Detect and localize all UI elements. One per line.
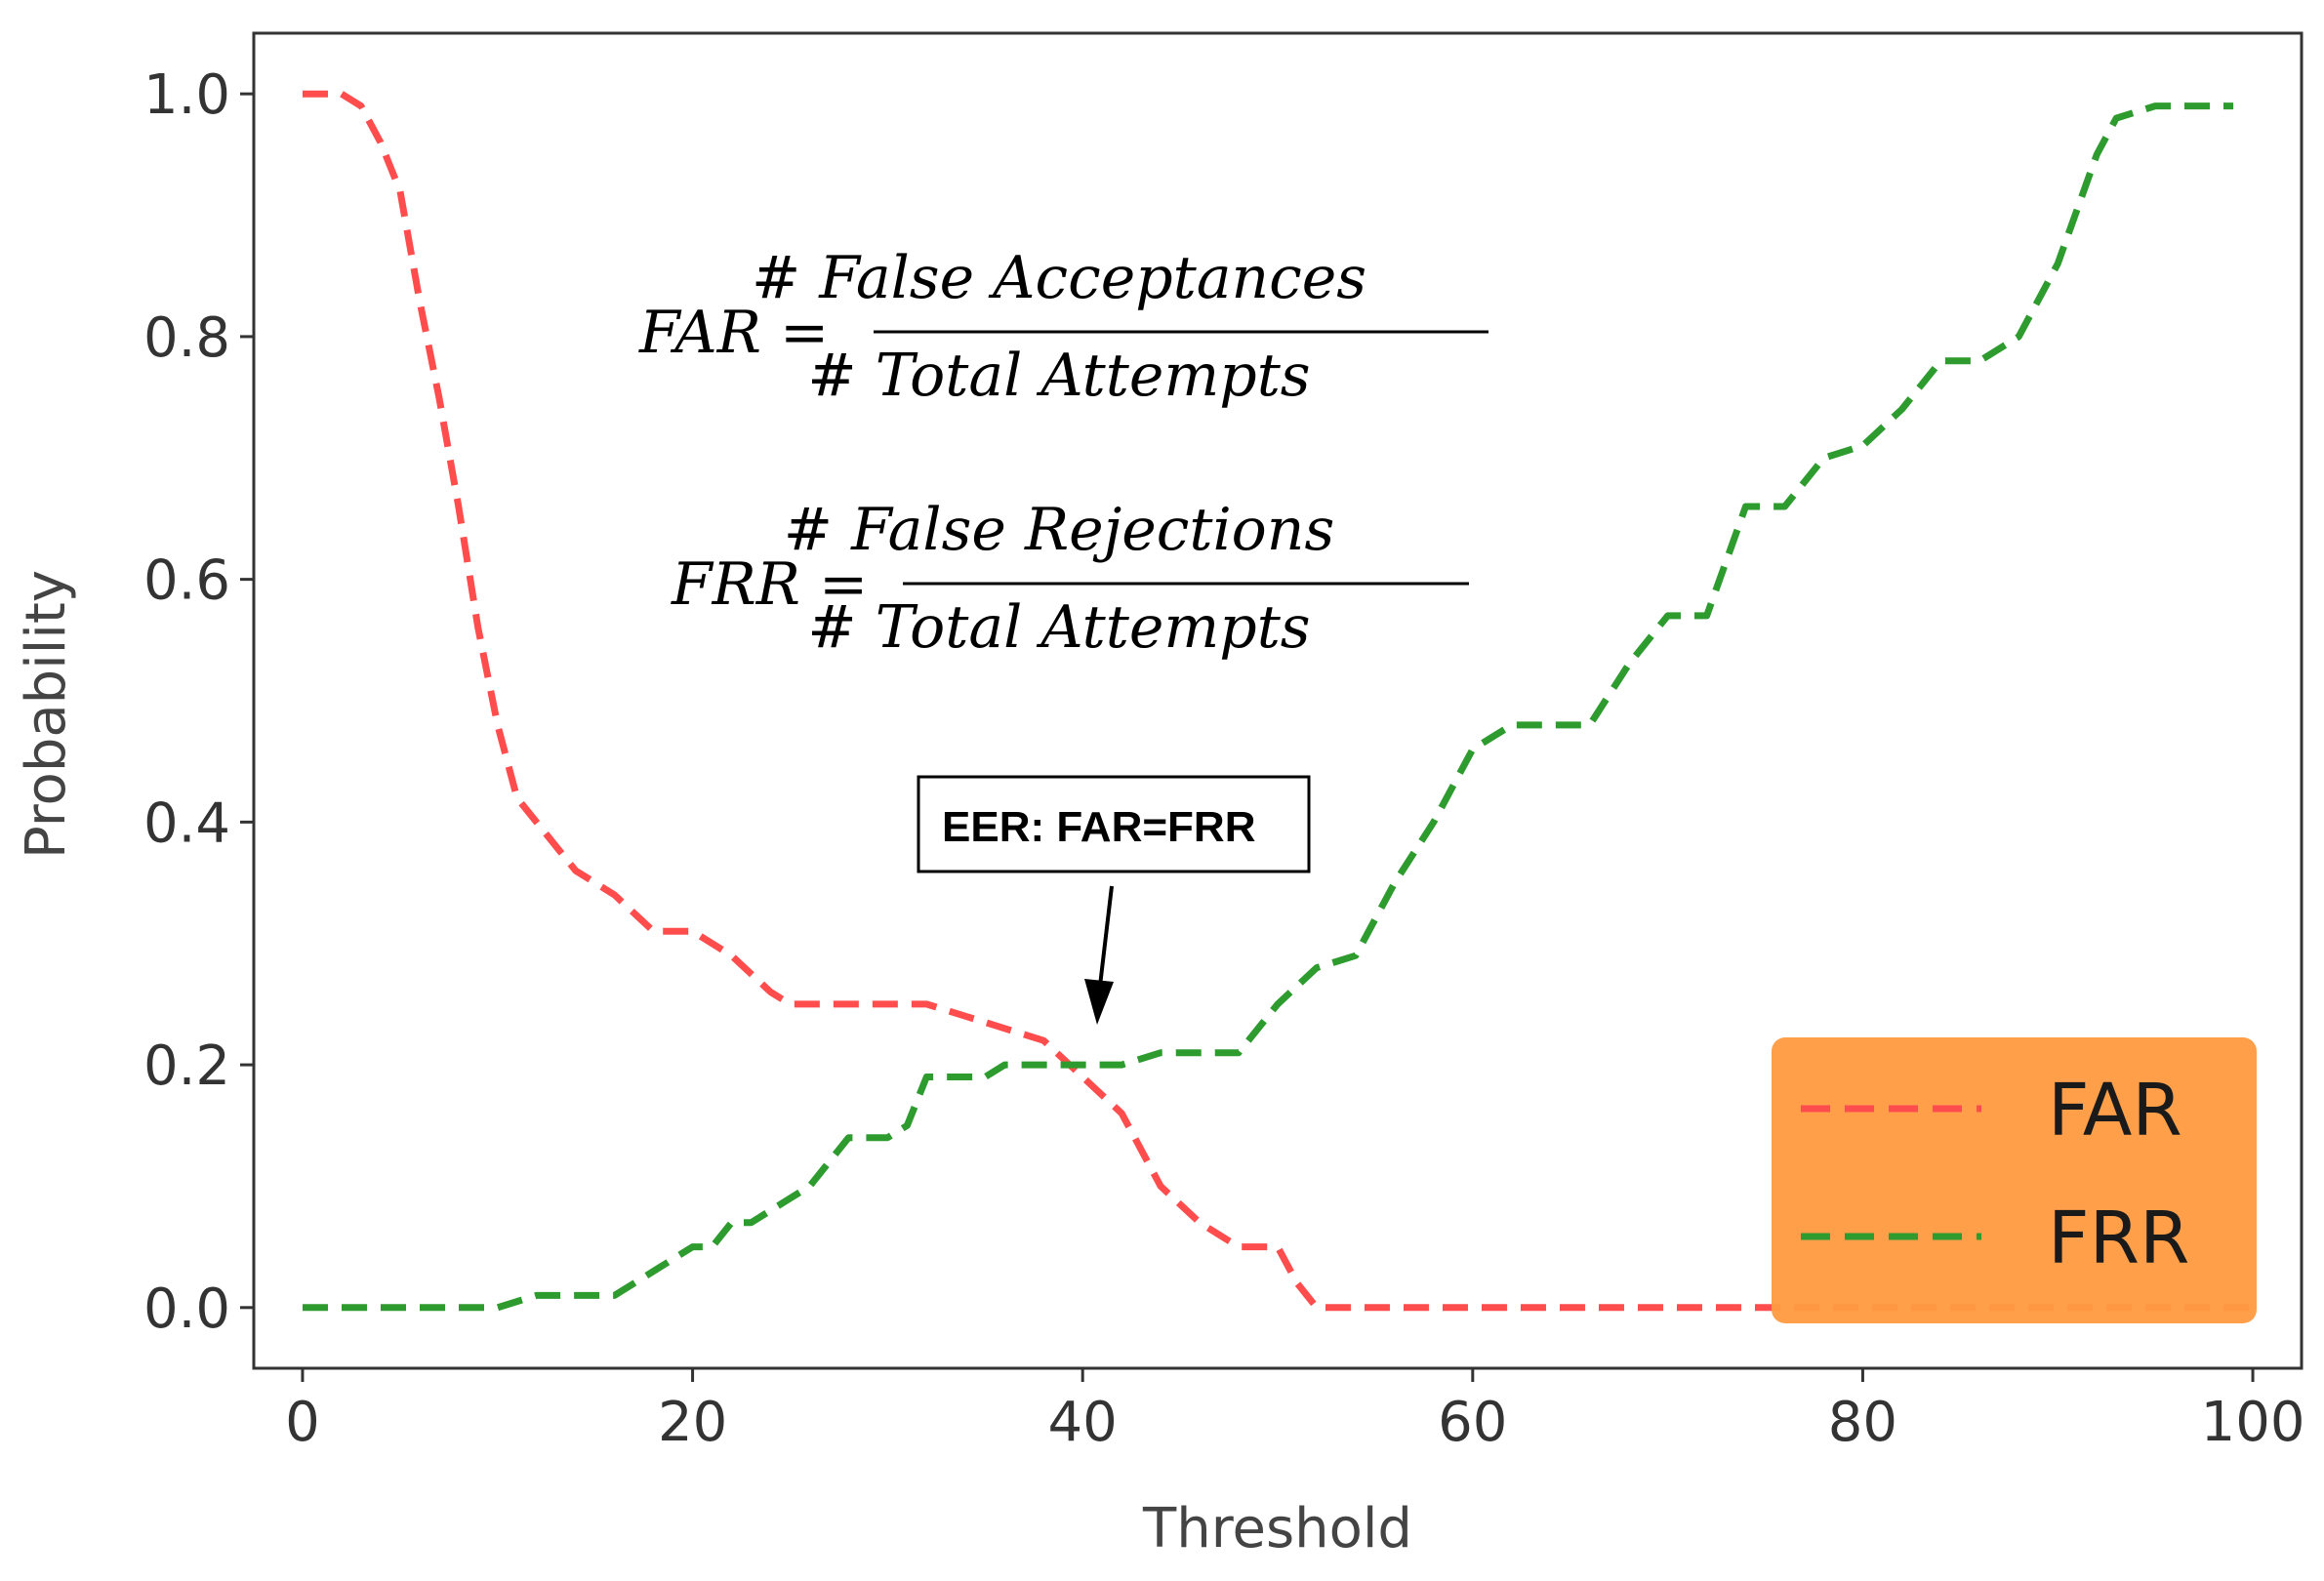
frr-formula-lhs: FRR =: [671, 550, 868, 619]
y-tick-label: 1.0: [143, 63, 230, 127]
legend-far-label: FAR: [2048, 1069, 2182, 1153]
series-layer: [303, 90, 2253, 1312]
y-axis: 0.0 0.2 0.4 0.6 0.8 1.0: [143, 63, 254, 1341]
y-tick-label: 0.6: [143, 549, 230, 613]
far-formula-lhs: FAR =: [638, 299, 829, 367]
x-tick-label: 20: [658, 1391, 727, 1454]
series-far-line: [303, 90, 2253, 1312]
y-tick-label: 0.8: [143, 306, 230, 370]
legend-box: [1772, 1037, 2257, 1323]
eer-arrow-shaft: [1098, 885, 1114, 987]
x-tick-label: 100: [2201, 1391, 2305, 1454]
x-tick-label: 40: [1048, 1391, 1118, 1454]
x-tick-label: 60: [1438, 1391, 1507, 1454]
y-tick-label: 0.4: [143, 791, 230, 855]
x-axis: 0 20 40 60 80 100: [285, 1368, 2304, 1454]
x-axis-title: Threshold: [1142, 1497, 1412, 1561]
eer-arrow-head: [1084, 979, 1114, 1025]
x-tick-label: 0: [285, 1391, 320, 1454]
far-formula-denominator: # Total Attempts: [807, 342, 1310, 410]
x-tick-label: 80: [1828, 1391, 1897, 1454]
y-tick-label: 0.0: [143, 1277, 230, 1341]
frr-formula-denominator: # Total Attempts: [807, 593, 1310, 662]
y-tick-label: 0.2: [143, 1034, 230, 1098]
far-formula-numerator: # False Acceptances: [752, 244, 1366, 312]
far-formula: FAR = # False Acceptances # Total Attemp…: [638, 244, 1488, 410]
frr-formula: FRR = # False Rejections # Total Attempt…: [671, 496, 1469, 662]
legend-frr-label: FRR: [2048, 1196, 2189, 1280]
eer-label-box: [917, 775, 1311, 873]
legend: FAR FRR: [1772, 1037, 2257, 1323]
y-axis-title: Probability: [15, 570, 78, 859]
series-frr-line: [303, 102, 2234, 1312]
frr-formula-numerator: # False Rejections: [784, 496, 1335, 564]
eer-annotation: EER: FAR=FRR: [917, 775, 1311, 1025]
eer-label: EER: FAR=FRR: [942, 803, 1255, 851]
